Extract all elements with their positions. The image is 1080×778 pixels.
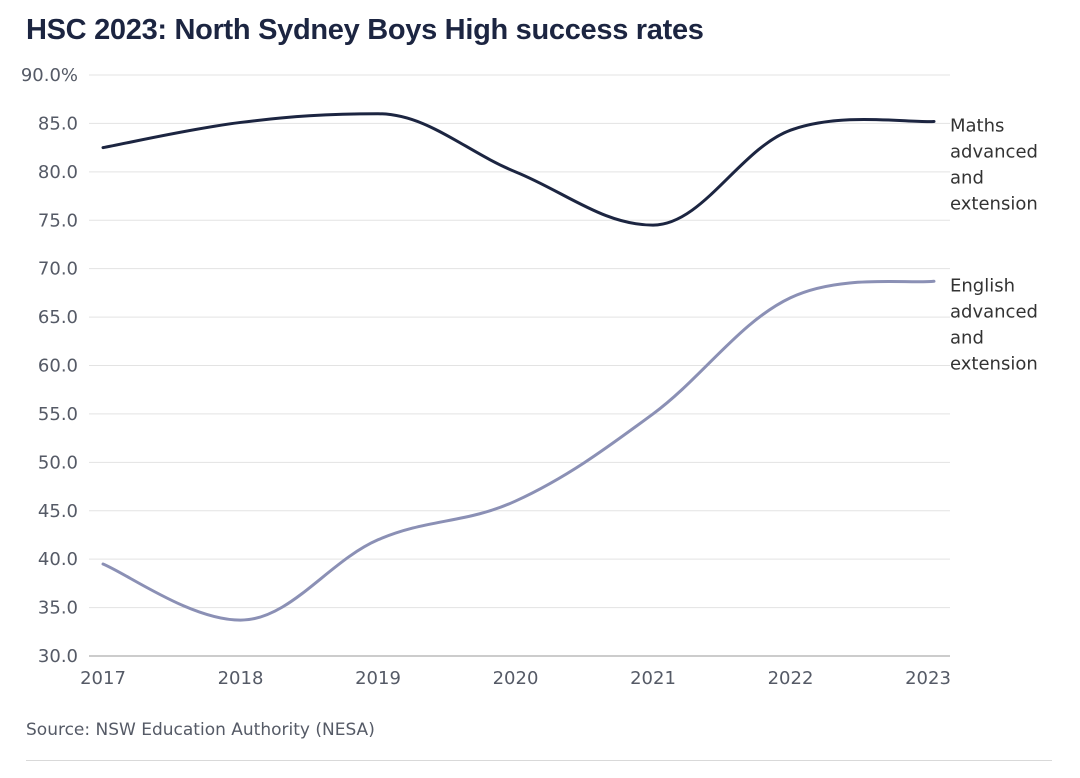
y-tick-label: 80.0 <box>38 162 78 183</box>
y-axis-ticks: 90.0% 85.0 80.0 75.0 70.0 65.0 60.0 55.0 50.0 45.… <box>21 65 78 667</box>
chart-title: HSC 2023: North Sydney Boys High success… <box>26 14 704 46</box>
y-tick-label: 60.0 <box>38 356 78 377</box>
series-labels: Maths advanced and extension English advanced… <box>950 115 1038 374</box>
y-tick-label: 40.0 <box>38 549 78 570</box>
y-tick-label: 90.0% <box>21 65 78 86</box>
x-tick-label: 2022 <box>768 668 814 689</box>
series-label-english: English advanced and extension <box>950 275 1038 374</box>
y-tick-label: 45.0 <box>38 501 78 522</box>
source-note: Source: NSW Education Authority (NESA) <box>26 720 375 740</box>
y-tick-label: 85.0 <box>38 113 78 134</box>
x-tick-label: 2018 <box>218 668 264 689</box>
x-tick-label: 2020 <box>493 668 539 689</box>
x-tick-label: 2023 <box>905 668 951 689</box>
bottom-divider <box>26 760 1052 761</box>
x-tick-label: 2017 <box>80 668 126 689</box>
y-tick-label: 55.0 <box>38 404 78 425</box>
y-tick-label: 75.0 <box>38 210 78 231</box>
x-tick-label: 2019 <box>355 668 401 689</box>
series-line-maths <box>101 112 936 227</box>
y-tick-label: 30.0 <box>38 646 78 667</box>
y-tick-label: 35.0 <box>38 598 78 619</box>
series-line-english <box>101 279 936 622</box>
y-tick-label: 65.0 <box>38 307 78 328</box>
y-tick-label: 70.0 <box>38 259 78 280</box>
series-lines <box>101 112 936 622</box>
y-tick-label: 50.0 <box>38 452 78 473</box>
x-axis-ticks: 2017 2018 2019 2020 2021 2022 2023 <box>80 668 951 689</box>
gridlines <box>89 74 950 657</box>
x-tick-label: 2021 <box>630 668 676 689</box>
series-label-maths: Maths advanced and extension <box>950 115 1038 214</box>
